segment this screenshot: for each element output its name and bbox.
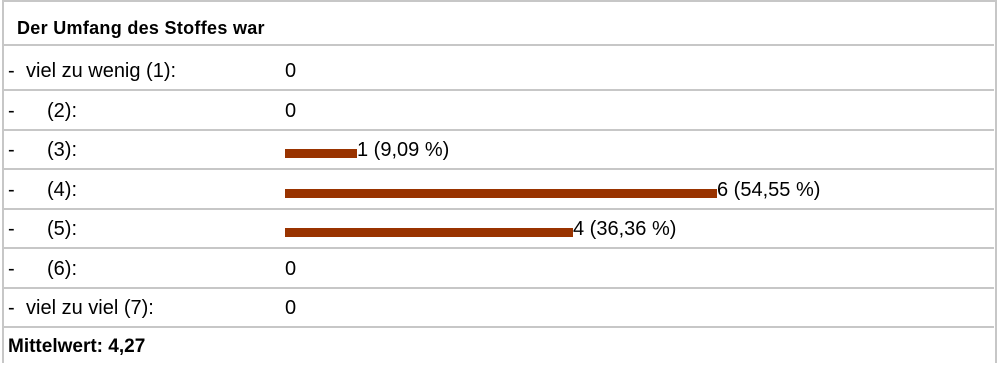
- category-label: (3):: [47, 139, 77, 161]
- chart-title: Der Umfang des Stoffes war: [17, 18, 265, 38]
- category-label: viel zu wenig (1):: [26, 60, 177, 82]
- chart-row: - (6): 0: [4, 250, 994, 289]
- row-dash: -: [8, 60, 15, 82]
- bar: [285, 188, 717, 198]
- row-dash: -: [8, 139, 15, 161]
- chart-row: - (2): 0: [4, 92, 994, 131]
- value-label: 6 (54,55 %): [717, 178, 821, 201]
- bar: [285, 228, 573, 237]
- value-label: 0: [285, 60, 297, 82]
- category-label: (5):: [47, 218, 77, 240]
- row-dash: -: [8, 257, 15, 280]
- value-label: 1 (9,09 %): [357, 139, 450, 161]
- mean-summary: Mittelwert: 4,27: [8, 336, 146, 357]
- row-dash: -: [8, 218, 15, 240]
- value-label: 0: [285, 297, 297, 319]
- title-divider: [4, 44, 994, 46]
- category-label: (4):: [47, 178, 77, 201]
- category-label: (6):: [47, 257, 77, 280]
- chart-row: - (4): 6 (54,55 %): [4, 171, 994, 210]
- row-dash: -: [8, 178, 15, 201]
- category-label: (2):: [47, 99, 77, 122]
- category-label: viel zu viel (7):: [26, 297, 154, 319]
- value-label: 0: [285, 257, 297, 280]
- chart-row: - viel zu wenig (1): 0: [4, 52, 994, 91]
- row-dash: -: [8, 297, 15, 319]
- value-label: 4 (36,36 %): [573, 218, 677, 240]
- chart-row: - (3): 1 (9,09 %): [4, 131, 994, 170]
- row-dash: -: [8, 99, 15, 122]
- chart-row: - (5): 4 (36,36 %): [4, 210, 994, 249]
- value-label: 0: [285, 99, 297, 122]
- chart-row: - viel zu viel (7): 0: [4, 289, 994, 328]
- bar: [285, 149, 357, 158]
